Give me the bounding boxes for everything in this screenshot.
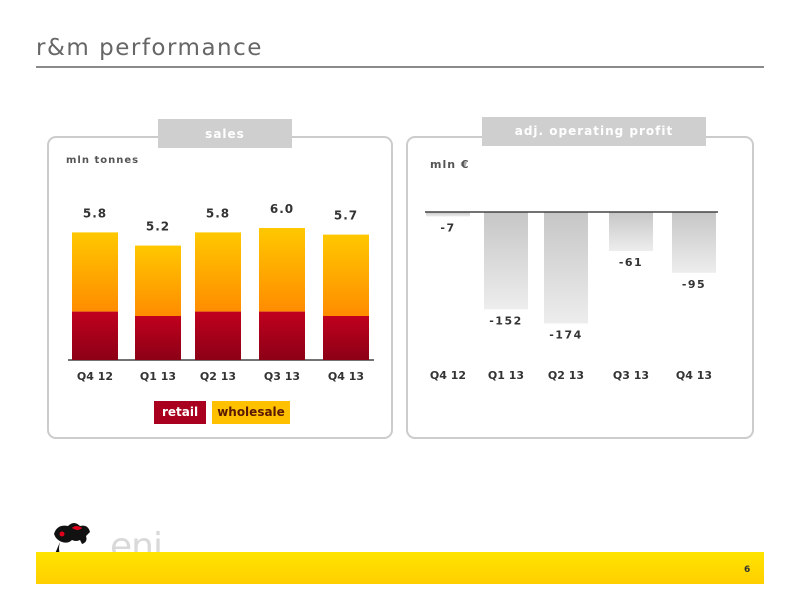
- bar-retail: [323, 316, 369, 360]
- bar-wholesale: [259, 228, 305, 312]
- profit-tab: adj. operating profit: [482, 117, 706, 146]
- profit-value-label: -174: [549, 328, 583, 341]
- category-tick-label: Q4 13: [328, 370, 364, 383]
- bar-total-label: 5.8: [206, 206, 230, 220]
- page-title: r&m performance: [36, 35, 263, 61]
- profit-bar: [609, 212, 653, 252]
- category-tick-label: Q3 13: [264, 370, 300, 383]
- sales-unit-label: mln tonnes: [66, 155, 140, 166]
- bar-wholesale: [195, 232, 241, 312]
- category-tick-label: Q4 12: [430, 369, 466, 382]
- category-tick-label: Q3 13: [613, 369, 649, 382]
- profit-bar: [484, 212, 528, 310]
- profit-bar: [544, 212, 588, 324]
- bar-wholesale: [323, 234, 369, 316]
- bar-wholesale: [72, 232, 118, 312]
- category-tick-label: Q4 12: [77, 370, 113, 383]
- category-tick-label: Q1 13: [488, 369, 524, 382]
- legend-wholesale: wholesale: [212, 401, 290, 424]
- bar-total-label: 5.2: [146, 220, 170, 234]
- profit-chart: -7 Q4 12 -152 Q1 13 -174 Q2 13 -61 Q3 13 -95 Q4 1…: [425, 211, 718, 382]
- sales-tab: sales: [158, 119, 292, 148]
- page-number: 6: [744, 565, 751, 575]
- profit-value-label: -152: [489, 314, 523, 327]
- title-divider: [36, 66, 764, 68]
- category-tick-label: Q1 13: [140, 370, 176, 383]
- bar-wholesale: [135, 245, 181, 316]
- bar-retail: [135, 316, 181, 360]
- bar-retail: [195, 311, 241, 360]
- bar-total-label: 6.0: [270, 202, 294, 216]
- profit-unit-label: mln €: [430, 158, 470, 171]
- category-tick-label: Q2 13: [200, 370, 236, 383]
- profit-bar: [426, 212, 470, 217]
- bar-retail: [72, 311, 118, 360]
- bar-total-label: 5.7: [334, 209, 358, 223]
- profit-value-label: -95: [682, 278, 706, 291]
- profit-bar: [672, 212, 716, 273]
- sales-chart: 5.8 Q4 12 5.2 Q1 13 5.8 Q2 13 6.0 Q3 13 5.7 Q4 13: [68, 202, 374, 383]
- profit-value-label: -61: [619, 256, 643, 269]
- bar-total-label: 5.8: [83, 206, 107, 220]
- profit-value-label: -7: [440, 221, 455, 234]
- category-tick-label: Q2 13: [548, 369, 584, 382]
- footer-bar: [36, 552, 764, 584]
- bar-retail: [259, 311, 305, 360]
- legend-retail: retail: [154, 401, 206, 424]
- category-tick-label: Q4 13: [676, 369, 712, 382]
